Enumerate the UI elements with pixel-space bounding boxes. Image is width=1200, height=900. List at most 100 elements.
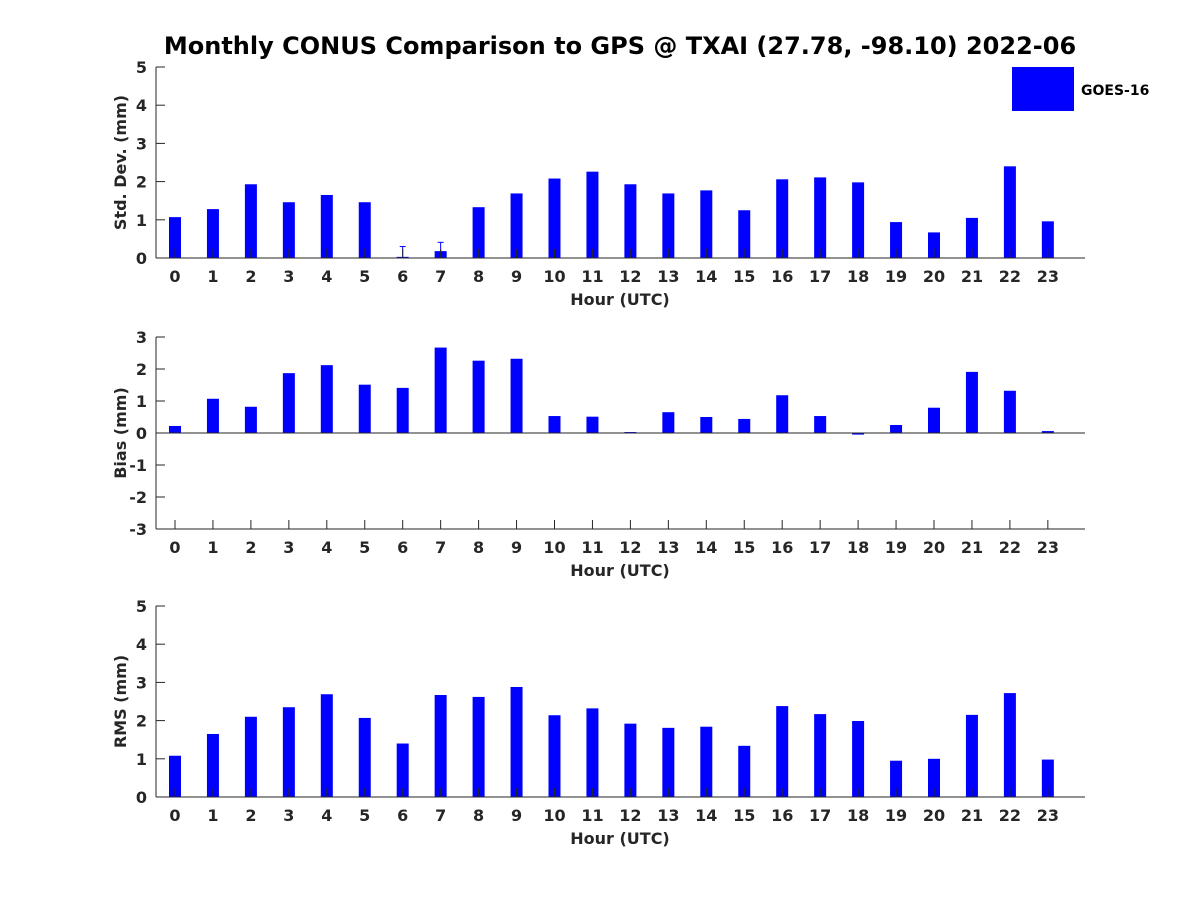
bar — [776, 179, 789, 258]
x-tick-label: 3 — [283, 538, 294, 557]
bar — [928, 232, 940, 258]
x-tick-label: 5 — [359, 538, 370, 557]
x-tick-label: 9 — [511, 538, 522, 557]
x-tick-label: 18 — [847, 806, 869, 825]
bar — [206, 209, 219, 258]
x-tick-label: 15 — [733, 267, 755, 286]
y-tick-label: 4 — [136, 635, 147, 654]
x-tick-label: 12 — [619, 267, 641, 286]
y-axis-label: RMS (mm) — [111, 655, 130, 748]
x-tick-label: 19 — [885, 806, 907, 825]
bar — [282, 202, 295, 258]
bar — [358, 202, 371, 258]
y-tick-label: -1 — [129, 456, 147, 475]
x-tick-label: 16 — [771, 806, 793, 825]
x-tick-label: 14 — [695, 538, 717, 557]
bar — [586, 416, 599, 433]
x-tick-label: 18 — [847, 538, 869, 557]
bar — [472, 360, 485, 433]
bar — [548, 715, 561, 797]
x-tick-label: 15 — [733, 806, 755, 825]
bar — [965, 371, 978, 433]
x-tick-label: 21 — [961, 806, 983, 825]
bar — [1003, 390, 1016, 433]
x-tick-label: 7 — [435, 538, 446, 557]
x-tick-label: 18 — [847, 267, 869, 286]
x-tick-label: 5 — [359, 267, 370, 286]
x-tick-label: 16 — [771, 267, 793, 286]
x-tick-label: 21 — [961, 538, 983, 557]
x-tick-label: 5 — [359, 806, 370, 825]
x-tick-label: 23 — [1037, 538, 1059, 557]
x-tick-label: 19 — [885, 267, 907, 286]
x-tick-label: 13 — [657, 538, 679, 557]
y-tick-label: 3 — [136, 134, 147, 153]
x-tick-label: 13 — [657, 806, 679, 825]
y-tick-label: 0 — [136, 788, 147, 807]
x-tick-label: 20 — [923, 806, 945, 825]
y-tick-label: 2 — [136, 360, 147, 379]
x-tick-label: 4 — [321, 267, 332, 286]
bar — [472, 207, 485, 258]
bar — [738, 745, 751, 797]
x-tick-label: 10 — [543, 267, 565, 286]
x-tick-label: 21 — [961, 267, 983, 286]
bar — [169, 217, 181, 258]
x-tick-label: 4 — [321, 538, 332, 557]
x-axis-label: Hour (UTC) — [570, 561, 670, 580]
bar — [434, 347, 447, 433]
y-axis-label: Bias (mm) — [111, 387, 130, 479]
x-tick-label: 6 — [397, 538, 408, 557]
x-tick-label: 11 — [581, 267, 603, 286]
bar — [890, 425, 903, 433]
x-tick-label: 2 — [245, 806, 256, 825]
bar — [852, 182, 865, 258]
x-tick-label: 0 — [169, 806, 180, 825]
y-tick-label: -3 — [129, 520, 147, 539]
x-tick-label: 0 — [169, 538, 180, 557]
bar — [358, 717, 371, 797]
bar — [548, 416, 561, 433]
bar — [510, 686, 523, 797]
bar — [206, 398, 219, 433]
bar — [244, 406, 257, 433]
y-tick-label: 5 — [136, 58, 147, 77]
x-tick-label: 7 — [435, 267, 446, 286]
x-tick-label: 14 — [695, 806, 717, 825]
y-tick-label: 1 — [136, 750, 147, 769]
x-tick-label: 12 — [619, 538, 641, 557]
bar — [282, 707, 295, 797]
chart-title: Monthly CONUS Comparison to GPS @ TXAI (… — [164, 32, 1076, 60]
x-tick-label: 9 — [511, 267, 522, 286]
x-tick-label: 1 — [207, 538, 218, 557]
bar — [548, 178, 561, 258]
x-tick-label: 12 — [619, 806, 641, 825]
x-tick-label: 19 — [885, 538, 907, 557]
bar — [1041, 221, 1054, 258]
bar — [586, 708, 599, 797]
bar — [738, 418, 751, 433]
x-tick-label: 11 — [581, 806, 603, 825]
bar — [662, 727, 675, 797]
x-tick-label: 6 — [397, 267, 408, 286]
x-axis-label: Hour (UTC) — [570, 829, 670, 848]
bar — [320, 694, 333, 797]
x-tick-label: 22 — [999, 538, 1021, 557]
x-tick-label: 2 — [245, 267, 256, 286]
bar — [890, 222, 903, 258]
bar — [472, 696, 485, 797]
y-tick-label: 3 — [136, 673, 147, 692]
x-tick-label: 20 — [923, 538, 945, 557]
x-tick-label: 11 — [581, 538, 603, 557]
bar — [928, 758, 940, 797]
legend: GOES-16 — [1012, 67, 1149, 111]
y-tick-label: 5 — [136, 597, 147, 616]
bar — [586, 171, 599, 258]
bar — [169, 425, 181, 433]
x-tick-label: 3 — [283, 267, 294, 286]
bar — [320, 194, 333, 258]
bar — [662, 193, 675, 258]
bar — [1041, 759, 1054, 797]
